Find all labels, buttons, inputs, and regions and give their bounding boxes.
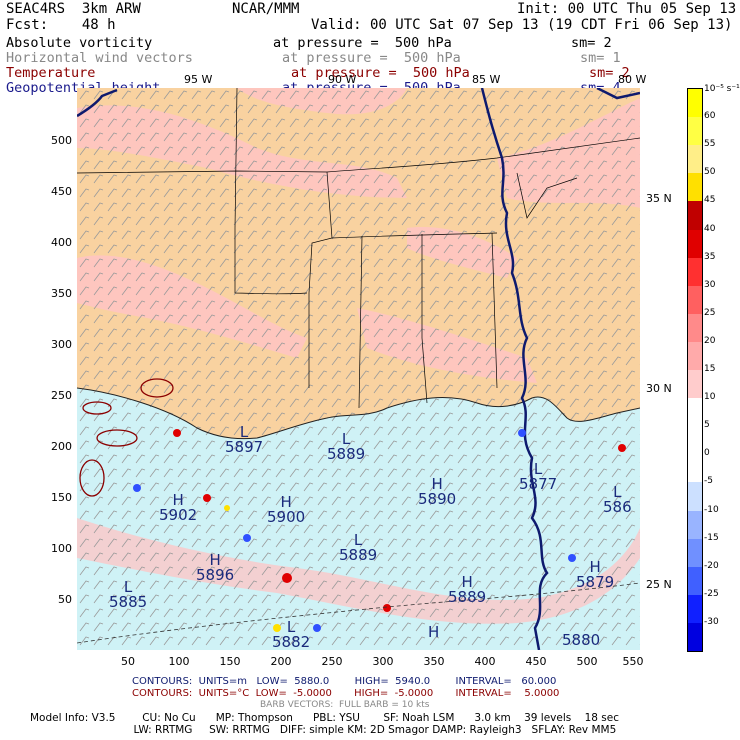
x-tick: 150 xyxy=(219,655,241,668)
y-tick: 150 xyxy=(51,491,72,504)
colorbar-swatch xyxy=(688,89,702,118)
x-tick: 550 xyxy=(622,655,644,668)
colorbar-swatch xyxy=(688,398,702,427)
colorbar-swatch xyxy=(688,117,702,146)
convective-cells xyxy=(79,378,626,632)
field-sm-temperature: sm= 2 xyxy=(589,65,630,81)
coastline xyxy=(77,387,640,440)
colorbar-swatch xyxy=(688,370,702,399)
model-title: SEAC4RS 3km ARW xyxy=(6,1,141,17)
colorbar-label: 0 xyxy=(704,448,710,459)
colorbar-label: 15 xyxy=(704,364,716,374)
colorbar-swatch xyxy=(688,173,702,202)
colorbar-label: 25 xyxy=(704,307,716,318)
colorbar-swatch xyxy=(688,285,702,315)
y-tick: 250 xyxy=(51,389,72,402)
contour-info-height: CONTOURS: UNITS=m LOW= 5880.0 HIGH= 5940… xyxy=(132,676,557,687)
lon-label: 85 W xyxy=(472,73,501,86)
field-level-temperature: at pressure = 500 hPa xyxy=(291,65,470,81)
model-info-line2: LW: RRTMG SW: RRTMG DIFF: simple KM: 2D … xyxy=(30,724,617,736)
y-tick: 450 xyxy=(51,185,72,198)
field-level-vorticity: at pressure = 500 hPa xyxy=(273,35,452,51)
org-label: NCAR/MMM xyxy=(232,1,300,17)
y-tick: 50 xyxy=(58,593,72,606)
colorbar-swatch xyxy=(688,482,702,511)
colorbar-label: 40 xyxy=(704,223,716,234)
x-tick: 200 xyxy=(270,655,292,668)
colorbar-label: 20 xyxy=(704,335,716,346)
field-name-vorticity: Absolute vorticity xyxy=(6,35,153,51)
colorbar-swatch xyxy=(688,341,702,371)
colorbar-label: -10 xyxy=(704,504,719,515)
y-tick: 350 xyxy=(51,287,72,300)
colorbar-label: -5 xyxy=(704,476,713,487)
colorbar-swatch xyxy=(688,510,702,540)
lat-label: 30 N xyxy=(646,382,672,395)
colorbar-swatch xyxy=(688,426,702,455)
colorbar-swatch xyxy=(688,594,702,624)
x-tick: 300 xyxy=(372,655,394,668)
state-boundaries xyxy=(77,88,640,409)
colorbar-label: 60 xyxy=(704,111,716,122)
field-name-temperature: Temperature xyxy=(6,65,96,81)
x-tick: 500 xyxy=(576,655,598,668)
x-tick: 250 xyxy=(321,655,343,668)
colorbar-swatch xyxy=(688,201,702,230)
x-tick: 350 xyxy=(423,655,445,668)
lon-label: 95 W xyxy=(184,73,213,86)
lon-label: 80 W xyxy=(618,73,647,86)
y-tick: 300 xyxy=(51,338,72,351)
lat-label: 25 N xyxy=(646,578,672,591)
colorbar-label: -15 xyxy=(704,532,719,543)
colorbar-unit: 10⁻⁵ s⁻¹ xyxy=(704,84,740,94)
colorbar-swatch xyxy=(688,145,702,174)
colorbar-label: -20 xyxy=(704,560,719,571)
x-tick: 400 xyxy=(474,655,496,668)
field-level-wind: at pressure = 500 hPa xyxy=(282,50,461,66)
field-sm-wind: sm= 1 xyxy=(580,50,621,66)
colorbar-label: 5 xyxy=(704,420,710,431)
barb-info: BARB VECTORS: FULL BARB = 10 kts xyxy=(260,700,430,710)
colorbar-label: -30 xyxy=(704,616,719,627)
lat-label: 35 N xyxy=(646,192,672,205)
colorbar-label: 55 xyxy=(704,139,716,150)
init-time: Init: 00 UTC Thu 05 Sep 13 xyxy=(517,1,737,17)
colorbar-swatch xyxy=(688,454,702,483)
field-name-wind: Horizontal wind vectors xyxy=(6,50,193,66)
colorbar-label: 30 xyxy=(704,279,716,290)
weather-map xyxy=(77,88,640,650)
contour-info-temperature: CONTOURS: UNITS=°C LOW= -5.0000 HIGH= -5… xyxy=(132,688,560,699)
colorbar-label: -25 xyxy=(704,588,719,599)
wind-barbs xyxy=(77,88,640,650)
forecast-hour: Fcst: 48 h xyxy=(6,17,116,33)
valid-time: Valid: 00 UTC Sat 07 Sep 13 (19 CDT Fri … xyxy=(311,17,733,33)
colorbar-swatch xyxy=(688,257,702,287)
y-tick: 200 xyxy=(51,440,72,453)
x-tick: 450 xyxy=(525,655,547,668)
model-info-line1: Model Info: V3.5 CU: No Cu MP: Thompson … xyxy=(30,712,619,724)
color-scale xyxy=(687,88,703,652)
colorbar-swatch xyxy=(688,313,702,343)
colorbar-label: 50 xyxy=(704,167,716,178)
colorbar-swatch xyxy=(688,566,702,596)
colorbar-swatch xyxy=(688,538,702,568)
x-tick: 50 xyxy=(121,655,135,668)
field-sm-vorticity: sm= 2 xyxy=(571,35,612,51)
colorbar-label: 45 xyxy=(704,195,716,206)
colorbar-label: 10 xyxy=(704,392,716,403)
y-tick: 100 xyxy=(51,542,72,555)
y-tick: 500 xyxy=(51,134,72,147)
colorbar-swatch xyxy=(688,622,702,652)
y-tick: 400 xyxy=(51,236,72,249)
lon-label: 90 W xyxy=(328,73,357,86)
height-contours xyxy=(77,88,640,650)
dashed-contour xyxy=(77,582,640,644)
colorbar-label: 35 xyxy=(704,251,716,262)
colorbar-swatch xyxy=(688,229,702,259)
x-tick: 100 xyxy=(168,655,190,668)
